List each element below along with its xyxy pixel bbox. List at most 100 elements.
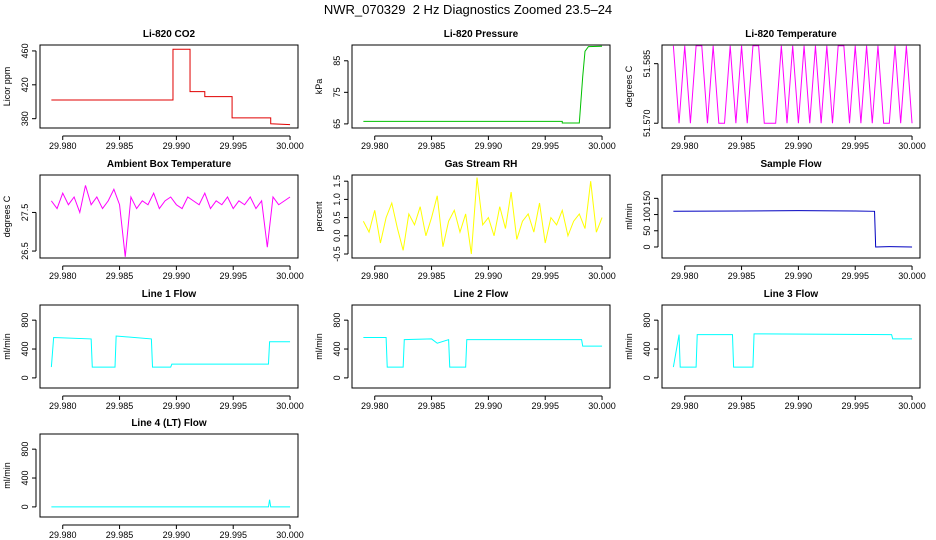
- plot-box: [351, 304, 611, 389]
- y-tick-label: -0.5: [332, 246, 342, 262]
- x-tick-label: 29.990: [785, 401, 813, 411]
- y-axis-label: ml/min: [624, 333, 634, 360]
- x-tick-label: 29.985: [106, 271, 134, 281]
- x-tick-label: 29.985: [418, 141, 446, 151]
- plot-box: [661, 174, 921, 259]
- x-tick-label: 29.985: [106, 530, 134, 540]
- y-tick-label: 800: [20, 313, 30, 328]
- panel-title: Li-820 CO2: [143, 29, 196, 40]
- panel-title: Ambient Box Temperature: [107, 159, 232, 170]
- x-tick-label: 29.995: [531, 271, 559, 281]
- y-tick-label: 26.5: [20, 242, 30, 260]
- x-tick-label: 29.980: [361, 141, 389, 151]
- x-tick-label: 29.990: [163, 401, 191, 411]
- y-tick-label: 460: [20, 43, 30, 58]
- panel-title: Li-820 Temperature: [745, 29, 837, 40]
- data-line: [51, 48, 291, 126]
- y-tick-label: 150: [642, 191, 652, 206]
- data-line: [363, 336, 603, 368]
- x-tick-label: 29.995: [219, 271, 247, 281]
- x-tick-label: 29.990: [475, 271, 503, 281]
- x-tick-label: 29.990: [163, 141, 191, 151]
- plot-box: [39, 433, 299, 518]
- y-axis-label: ml/min: [624, 203, 634, 230]
- x-tick-label: 29.995: [841, 271, 869, 281]
- x-tick-label: 30.000: [588, 401, 616, 411]
- plot-box: [661, 304, 921, 389]
- x-tick-label: 29.995: [219, 530, 247, 540]
- panel-title: Line 3 Flow: [764, 289, 819, 300]
- y-tick-label: 75: [332, 87, 342, 97]
- y-tick-label: 0.5: [332, 211, 342, 224]
- figure-title: NWR_070329 2 Hz Diagnostics Zoomed 23.5–…: [324, 2, 612, 17]
- x-tick-label: 29.990: [785, 271, 813, 281]
- y-tick-label: 800: [332, 313, 342, 328]
- plot-box: [351, 174, 611, 259]
- x-tick-label: 29.995: [841, 401, 869, 411]
- y-tick-label: 27.5: [20, 204, 30, 222]
- data-line: [673, 210, 913, 248]
- y-axis-label: ml/min: [2, 462, 12, 489]
- x-tick-label: 29.980: [49, 401, 77, 411]
- x-tick-label: 29.990: [475, 141, 503, 151]
- y-axis-label: Licor ppm: [2, 67, 12, 107]
- x-tick-label: 29.985: [106, 141, 134, 151]
- y-tick-label: 0: [20, 375, 30, 380]
- panel-title: Gas Stream RH: [445, 159, 518, 170]
- data-line: [363, 45, 603, 124]
- panel-title: Li-820 Pressure: [444, 29, 519, 40]
- x-tick-label: 29.980: [49, 141, 77, 151]
- data-line: [672, 45, 913, 124]
- y-tick-label: 800: [642, 313, 652, 328]
- panel-title: Line 2 Flow: [454, 289, 509, 300]
- x-tick-label: 29.995: [531, 141, 559, 151]
- y-axis-label: ml/min: [2, 333, 12, 360]
- x-tick-label: 30.000: [276, 141, 304, 151]
- y-axis-label: degrees C: [2, 195, 12, 237]
- x-tick-label: 29.980: [361, 271, 389, 281]
- y-tick-label: 100: [642, 207, 652, 222]
- x-tick-label: 29.995: [219, 141, 247, 151]
- data-line: [51, 499, 291, 508]
- y-tick-label: 380: [20, 111, 30, 126]
- y-tick-label: 0: [642, 375, 652, 380]
- x-tick-label: 29.995: [841, 141, 869, 151]
- x-tick-label: 29.985: [728, 271, 756, 281]
- panel-title: Sample Flow: [760, 159, 821, 170]
- x-tick-label: 29.980: [49, 271, 77, 281]
- plot-box: [39, 304, 299, 389]
- y-tick-label: 400: [332, 342, 342, 357]
- x-tick-label: 30.000: [276, 401, 304, 411]
- y-tick-label: 50: [642, 226, 652, 236]
- x-tick-label: 30.000: [588, 141, 616, 151]
- y-tick-label: 51.570: [642, 109, 652, 137]
- x-tick-label: 30.000: [898, 271, 926, 281]
- y-axis-label: ml/min: [314, 333, 324, 360]
- panel-title: Line 1 Flow: [142, 289, 197, 300]
- plot-box: [351, 44, 611, 129]
- x-tick-label: 29.985: [106, 401, 134, 411]
- x-tick-label: 29.990: [785, 141, 813, 151]
- y-tick-label: 800: [20, 442, 30, 457]
- x-tick-label: 29.980: [671, 401, 699, 411]
- y-tick-label: 51.585: [642, 50, 652, 78]
- y-tick-label: 0: [332, 375, 342, 380]
- y-axis-label: degrees C: [624, 65, 634, 107]
- x-tick-label: 29.995: [219, 401, 247, 411]
- y-tick-label: 420: [20, 77, 30, 92]
- data-line: [362, 177, 603, 255]
- y-tick-label: 85: [332, 56, 342, 66]
- plot-box: [661, 44, 921, 129]
- x-tick-label: 29.990: [163, 271, 191, 281]
- y-axis-label: kPa: [314, 79, 324, 95]
- plot-box: [39, 44, 299, 129]
- x-tick-label: 29.985: [418, 401, 446, 411]
- x-tick-label: 30.000: [898, 401, 926, 411]
- y-tick-label: 0: [20, 504, 30, 509]
- data-line: [50, 185, 291, 257]
- x-tick-label: 30.000: [276, 271, 304, 281]
- plot-box: [39, 174, 299, 259]
- x-tick-label: 29.985: [418, 271, 446, 281]
